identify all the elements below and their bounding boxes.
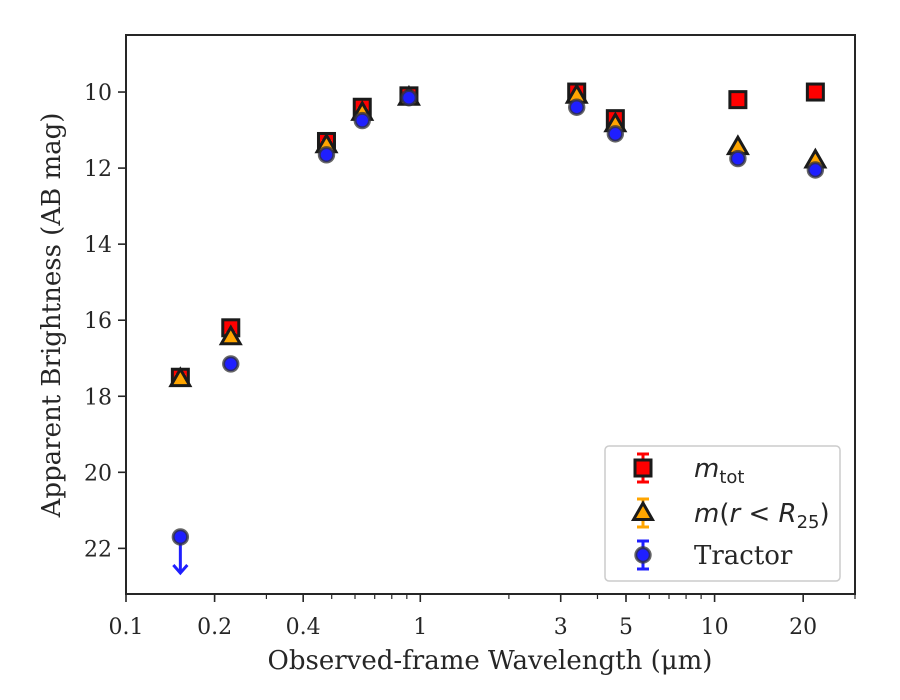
x-tick-label: 0.2	[197, 615, 232, 640]
y-tick-label: 18	[84, 385, 112, 410]
y-tick-label: 20	[84, 461, 112, 486]
series-0	[170, 82, 825, 387]
data-point	[606, 125, 625, 143]
series-2	[171, 89, 825, 576]
legend-label: Tractor	[694, 541, 793, 571]
y-tick-label: 14	[84, 233, 112, 258]
y-tick-label: 22	[84, 537, 112, 562]
data-point	[317, 146, 336, 164]
legend-label: mtot	[694, 454, 744, 488]
data-points	[168, 82, 828, 576]
data-point	[729, 149, 747, 168]
legend-entry-2: Tractor	[634, 539, 793, 571]
x-tick-label: 5	[619, 615, 633, 640]
data-point	[568, 98, 586, 116]
series-1	[168, 82, 828, 388]
x-tick-label: 3	[554, 615, 568, 640]
data-point	[168, 366, 193, 388]
x-tick-label: 20	[789, 615, 817, 640]
axis-ticks: 0.1 0.2 0.4 1 3 5 10 20 10 12 14 16 18 20 22	[84, 81, 856, 640]
legend-label: m(r < R25)	[694, 499, 830, 533]
legend-entry-1: m(r < R25)	[630, 497, 830, 533]
legend-marker	[630, 500, 656, 521]
legend: mtot m(r < R25) Tractor	[604, 445, 841, 582]
legend-entry-0: mtot	[633, 452, 744, 488]
legend-marker	[634, 546, 652, 564]
x-tick-label: 0.1	[109, 615, 144, 640]
legend-marker	[633, 458, 653, 478]
data-point	[353, 111, 371, 130]
data-point	[171, 528, 190, 546]
x-tick-label: 1	[413, 615, 427, 640]
plot-frame	[125, 34, 856, 595]
data-point	[728, 90, 748, 110]
data-point	[218, 324, 243, 346]
data-point	[222, 355, 240, 373]
upper-limit-arrowhead	[172, 563, 189, 576]
y-tick-label: 16	[84, 309, 112, 334]
y-tick-label: 10	[84, 81, 112, 106]
legend-box	[604, 445, 841, 582]
x-tick-label: 0.4	[286, 615, 321, 640]
data-point	[806, 161, 825, 179]
x-tick-label: 10	[701, 615, 729, 640]
data-point	[400, 89, 418, 107]
data-point	[805, 82, 825, 102]
x-axis-title: Observed-frame Wavelength (μm)	[268, 646, 713, 676]
y-axis-title: Apparent Brightness (AB mag)	[37, 113, 67, 519]
y-tick-label: 12	[84, 157, 112, 182]
